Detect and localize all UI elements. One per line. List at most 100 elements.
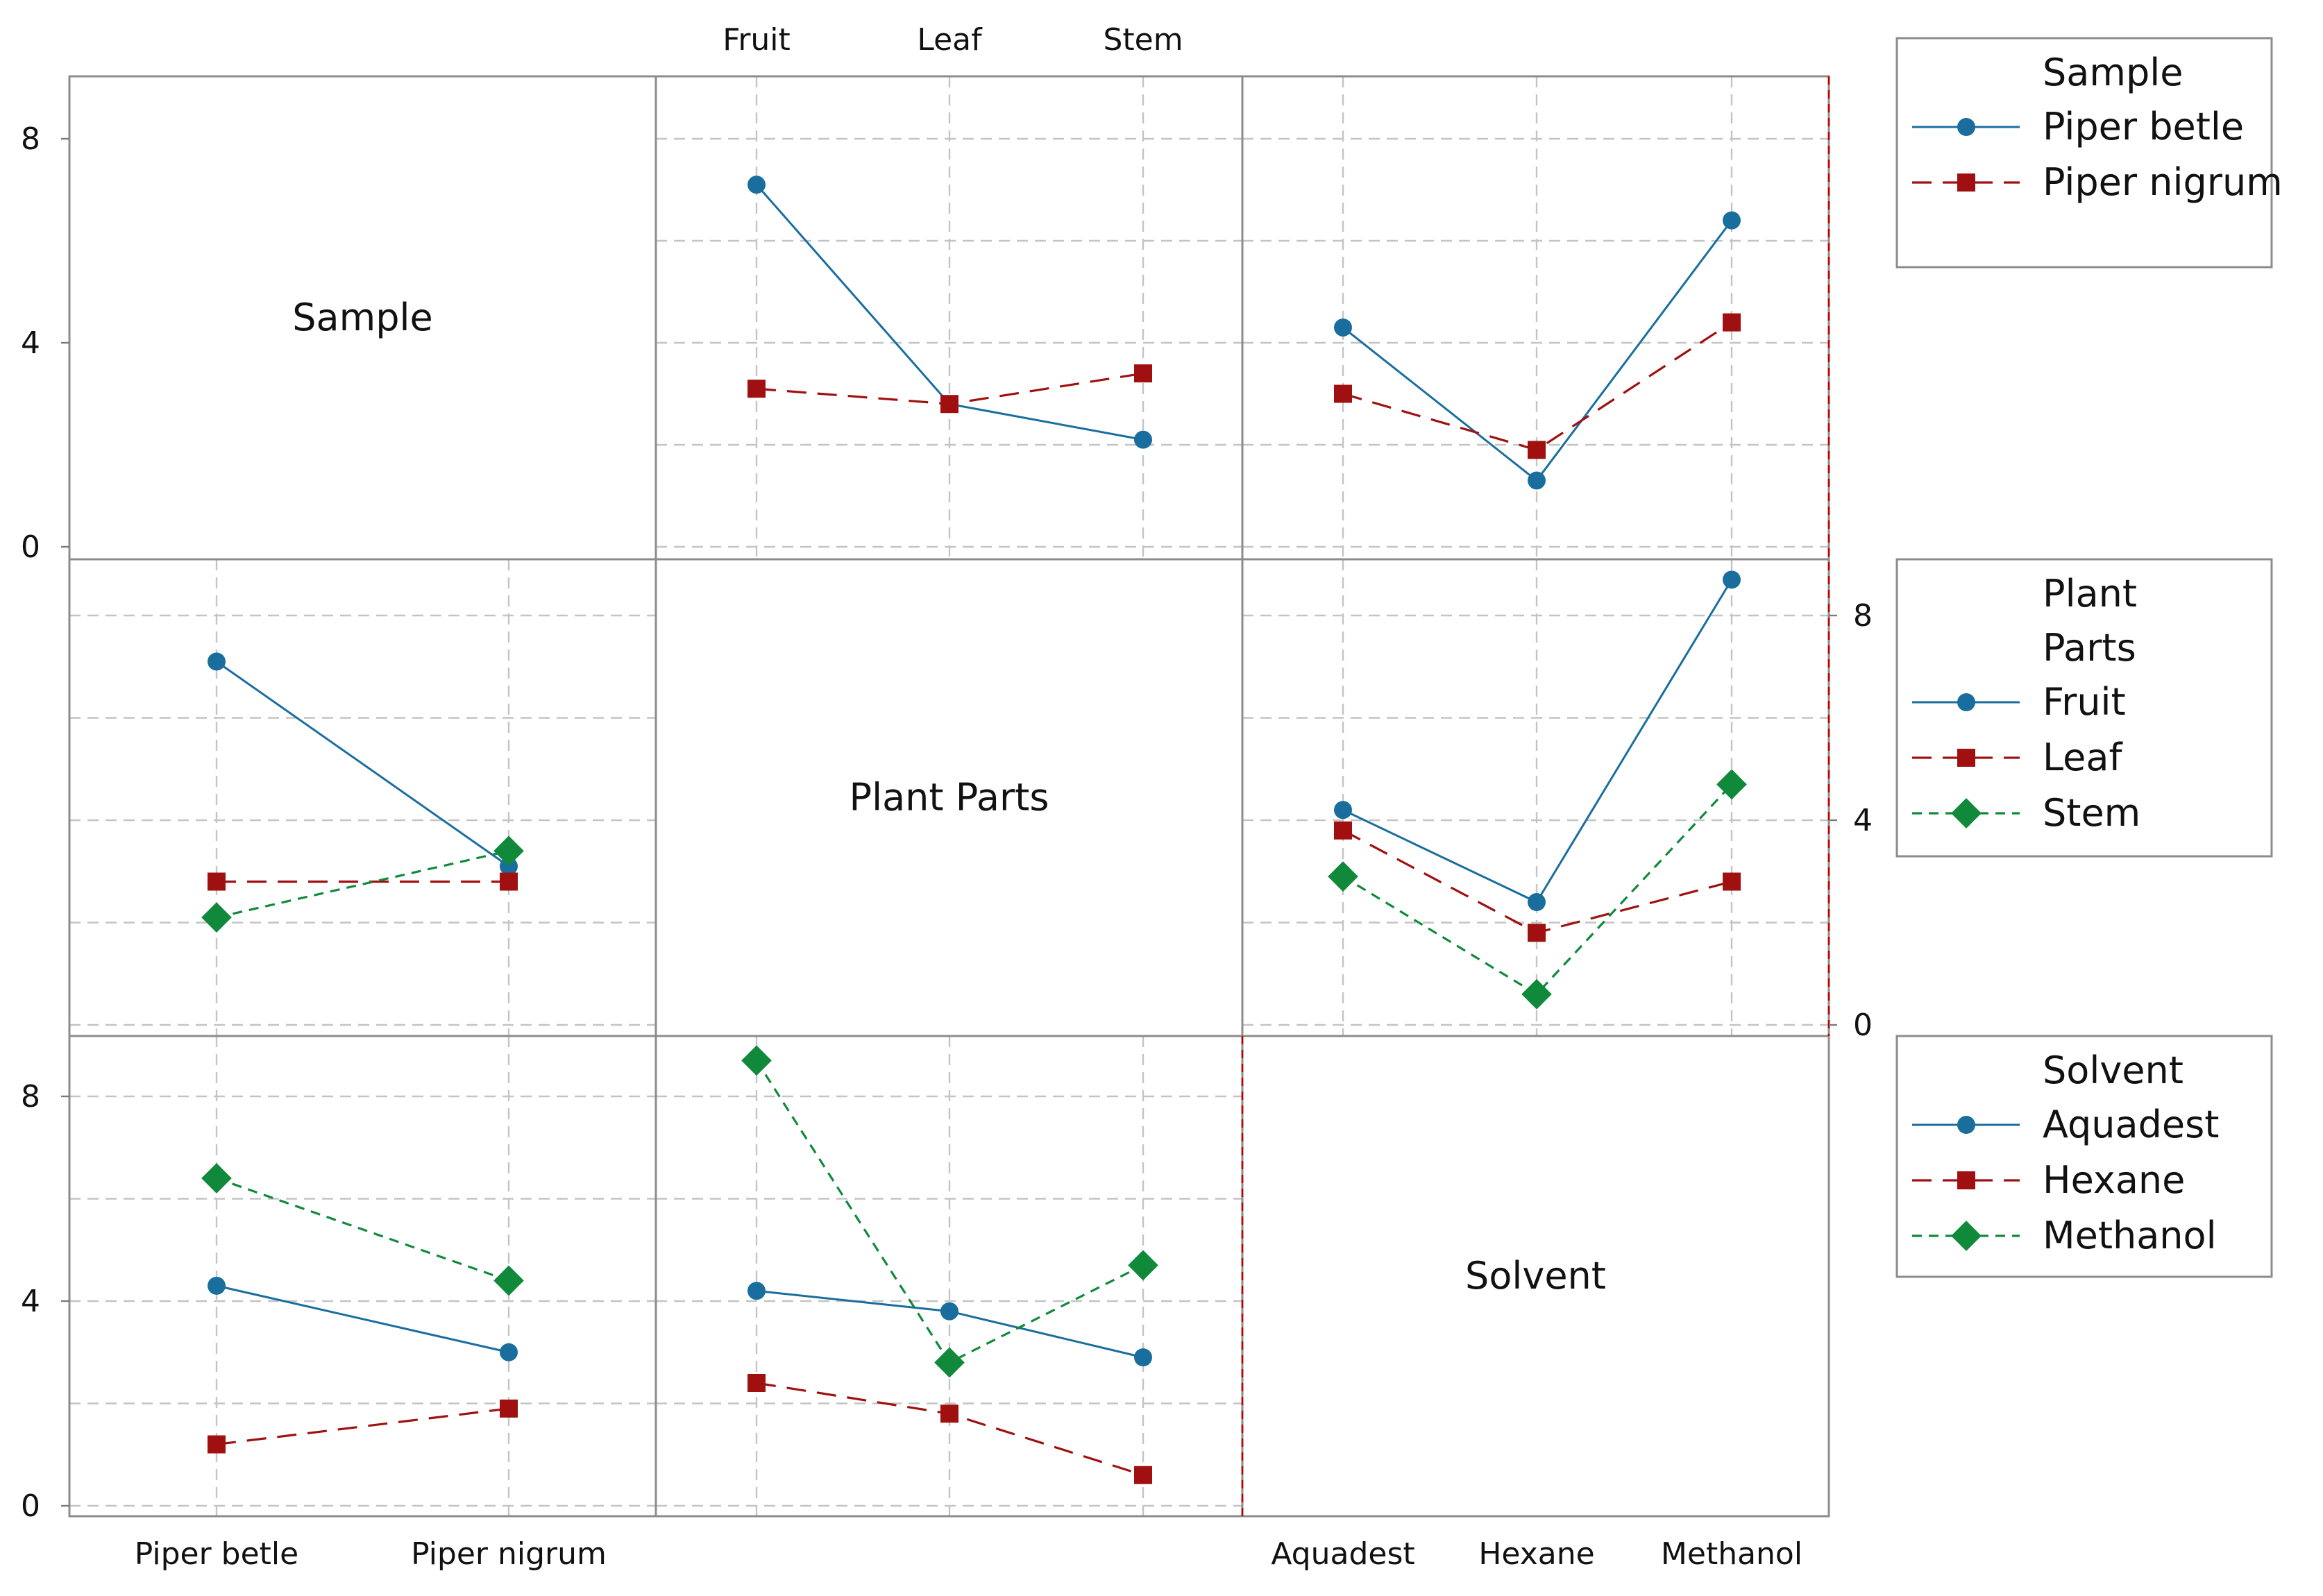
panel-0-1 bbox=[747, 176, 1152, 449]
data-point-leaf bbox=[1528, 924, 1546, 942]
data-point-methanol bbox=[493, 1265, 524, 1296]
data-point-methanol bbox=[1128, 1250, 1158, 1281]
legend-swatch-marker bbox=[1957, 693, 1975, 711]
y-tick-label: 0 bbox=[21, 529, 40, 565]
data-point-methanol bbox=[741, 1045, 772, 1076]
data-point-fruit bbox=[1723, 570, 1741, 589]
legend-entry-piper-betle: Piper betle bbox=[2043, 105, 2244, 148]
data-series bbox=[201, 176, 1747, 1484]
series-line-fruit bbox=[216, 661, 509, 867]
legend-entry-stem: Stem bbox=[2043, 791, 2140, 835]
data-point-piper-nigrum bbox=[1334, 384, 1352, 403]
legend-swatch-marker bbox=[1957, 749, 1975, 767]
legend-solvent: Solvent Aquadest Hexane Methanol bbox=[1895, 1035, 2273, 1278]
data-point-stem bbox=[201, 902, 232, 933]
data-point-piper-betle bbox=[747, 176, 766, 194]
series-line-stem bbox=[1342, 783, 1733, 996]
data-point-fruit bbox=[1334, 801, 1352, 820]
data-point-stem bbox=[1521, 978, 1552, 1010]
panel-0-2 bbox=[1334, 211, 1741, 490]
legend-swatch-marker bbox=[1957, 118, 1975, 136]
legend-entry-piper-nigrum: Piper nigrum bbox=[2043, 160, 2283, 204]
x-tick-label-bottom: Piper nigrum bbox=[411, 1536, 607, 1572]
data-point-piper-betle bbox=[1723, 211, 1741, 230]
factor-label-sample: Sample bbox=[292, 296, 432, 339]
x-tick-label-top: Fruit bbox=[723, 22, 791, 58]
y-tick-label: 8 bbox=[21, 121, 40, 157]
data-point-stem bbox=[1328, 861, 1358, 892]
legend-entry-fruit: Fruit bbox=[2043, 680, 2126, 724]
legend-swatch-marker bbox=[1957, 1116, 1975, 1134]
x-tick-label-bottom: Aquadest bbox=[1271, 1536, 1414, 1572]
legend-sample: Sample Piper betle Piper nigrum bbox=[1895, 37, 2283, 269]
data-point-aquadest bbox=[500, 1343, 518, 1361]
data-point-fruit bbox=[500, 857, 518, 876]
legend-swatch-marker bbox=[1957, 173, 1975, 192]
series-line-leaf bbox=[1342, 829, 1732, 934]
legend-title: Plant bbox=[2043, 572, 2137, 616]
data-point-aquadest bbox=[1134, 1348, 1152, 1367]
series-line-aquadest bbox=[216, 1284, 509, 1354]
legend-title: Sample bbox=[2043, 51, 2183, 94]
data-point-piper-nigrum bbox=[1134, 364, 1152, 383]
data-point-hexane bbox=[940, 1404, 958, 1423]
panel-frames bbox=[68, 75, 1830, 1518]
data-point-fruit bbox=[208, 652, 226, 671]
legend-plant-parts: Plant Parts Fruit Leaf Stem bbox=[1895, 558, 2273, 858]
legend-entry-hexane: Hexane bbox=[2043, 1158, 2185, 1202]
x-tick-label-bottom: Hexane bbox=[1478, 1536, 1594, 1572]
legend-entry-leaf: Leaf bbox=[2043, 736, 2123, 779]
data-point-piper-betle bbox=[1528, 471, 1546, 490]
data-point-hexane bbox=[208, 1435, 226, 1454]
data-point-leaf bbox=[500, 872, 518, 891]
data-point-piper-nigrum bbox=[1528, 441, 1546, 459]
data-point-piper-betle bbox=[1134, 430, 1152, 449]
x-tick-label-bottom: Piper betle bbox=[135, 1536, 298, 1572]
legend-swatch-marker bbox=[1951, 1221, 1982, 1251]
factor-label-solvent: Solvent bbox=[1465, 1254, 1606, 1298]
data-point-piper-nigrum bbox=[1723, 313, 1741, 332]
legend-entry-methanol: Methanol bbox=[2043, 1214, 2217, 1257]
y-tick-label: 4 bbox=[1853, 803, 1873, 838]
data-point-leaf bbox=[208, 872, 226, 891]
data-point-stem bbox=[493, 835, 524, 867]
y-tick-label: 0 bbox=[21, 1488, 40, 1524]
panel-frame bbox=[68, 558, 657, 1037]
y-tick-label: 4 bbox=[21, 325, 40, 361]
panel-frame bbox=[68, 1035, 657, 1518]
data-point-leaf bbox=[1334, 821, 1352, 840]
y-tick-label: 4 bbox=[21, 1284, 40, 1319]
y-tick-label: 0 bbox=[1853, 1008, 1873, 1043]
data-point-aquadest bbox=[940, 1302, 958, 1321]
legend-entry-aquadest: Aquadest bbox=[2043, 1103, 2219, 1146]
data-point-methanol bbox=[201, 1163, 232, 1194]
axis-labels: Sample Plant Parts Solvent 0 4 8 0 4 8 0 4 8 Fruit Le… bbox=[21, 22, 1873, 1572]
y-tick-label: 8 bbox=[1853, 598, 1873, 634]
panel-1-2 bbox=[1328, 570, 1747, 1010]
data-point-methanol bbox=[934, 1347, 965, 1378]
factor-label-plant-parts: Plant Parts bbox=[850, 776, 1049, 820]
data-point-piper-nigrum bbox=[747, 380, 766, 398]
data-point-hexane bbox=[747, 1374, 766, 1392]
legend-title: Solvent bbox=[2043, 1049, 2183, 1092]
panel-2-1 bbox=[741, 1045, 1158, 1484]
series-line-methanol bbox=[216, 1177, 509, 1282]
data-point-aquadest bbox=[747, 1282, 766, 1300]
series-line-hexane bbox=[216, 1407, 509, 1446]
data-point-hexane bbox=[500, 1399, 518, 1418]
data-point-piper-betle bbox=[1334, 318, 1352, 337]
y-tick-label: 8 bbox=[21, 1079, 40, 1114]
panel-2-0 bbox=[201, 1163, 524, 1454]
data-point-stem bbox=[1716, 769, 1747, 800]
data-point-fruit bbox=[1528, 893, 1546, 911]
legend-box bbox=[1895, 37, 2273, 269]
legend-swatch-marker bbox=[1957, 1171, 1975, 1189]
data-point-aquadest bbox=[208, 1276, 226, 1295]
panel-1-0 bbox=[201, 652, 524, 933]
x-tick-label-bottom: Methanol bbox=[1661, 1536, 1802, 1572]
data-point-hexane bbox=[1134, 1466, 1152, 1484]
legend-title: Parts bbox=[2043, 626, 2136, 670]
x-tick-label-top: Stem bbox=[1103, 22, 1183, 58]
legends: Sample Piper betle Piper nigrum Plant Parts F… bbox=[1895, 37, 2283, 1278]
